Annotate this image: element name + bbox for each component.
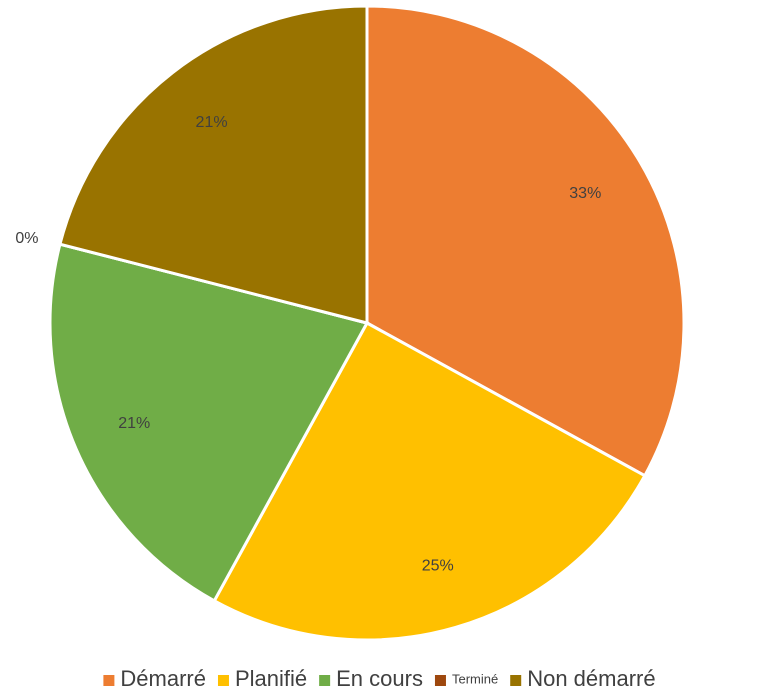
- legend-swatch: [510, 675, 522, 686]
- legend-swatch: [103, 675, 115, 686]
- pie-slice: [365, 4, 686, 478]
- data-label: 21%: [118, 415, 150, 432]
- data-label: 33%: [569, 185, 601, 202]
- data-label: 0%: [15, 230, 38, 247]
- data-label: 21%: [196, 114, 228, 131]
- legend-swatch: [319, 675, 331, 686]
- data-label: 25%: [422, 558, 454, 575]
- legend-label: Démarré: [120, 666, 206, 691]
- pie-slice: [48, 242, 370, 603]
- legend-swatch: [434, 675, 446, 686]
- pie-slice: [212, 320, 647, 642]
- legend-label: Planifié: [235, 666, 307, 691]
- legend-swatch: [217, 675, 229, 686]
- legend-label: Non démarré: [527, 666, 655, 691]
- legend-label: Terminé: [452, 671, 498, 686]
- pie-slice: [58, 4, 369, 325]
- legend-label: En cours: [336, 666, 423, 691]
- legend: Démarré Planifié En cours Terminé Non démarr…: [103, 666, 656, 691]
